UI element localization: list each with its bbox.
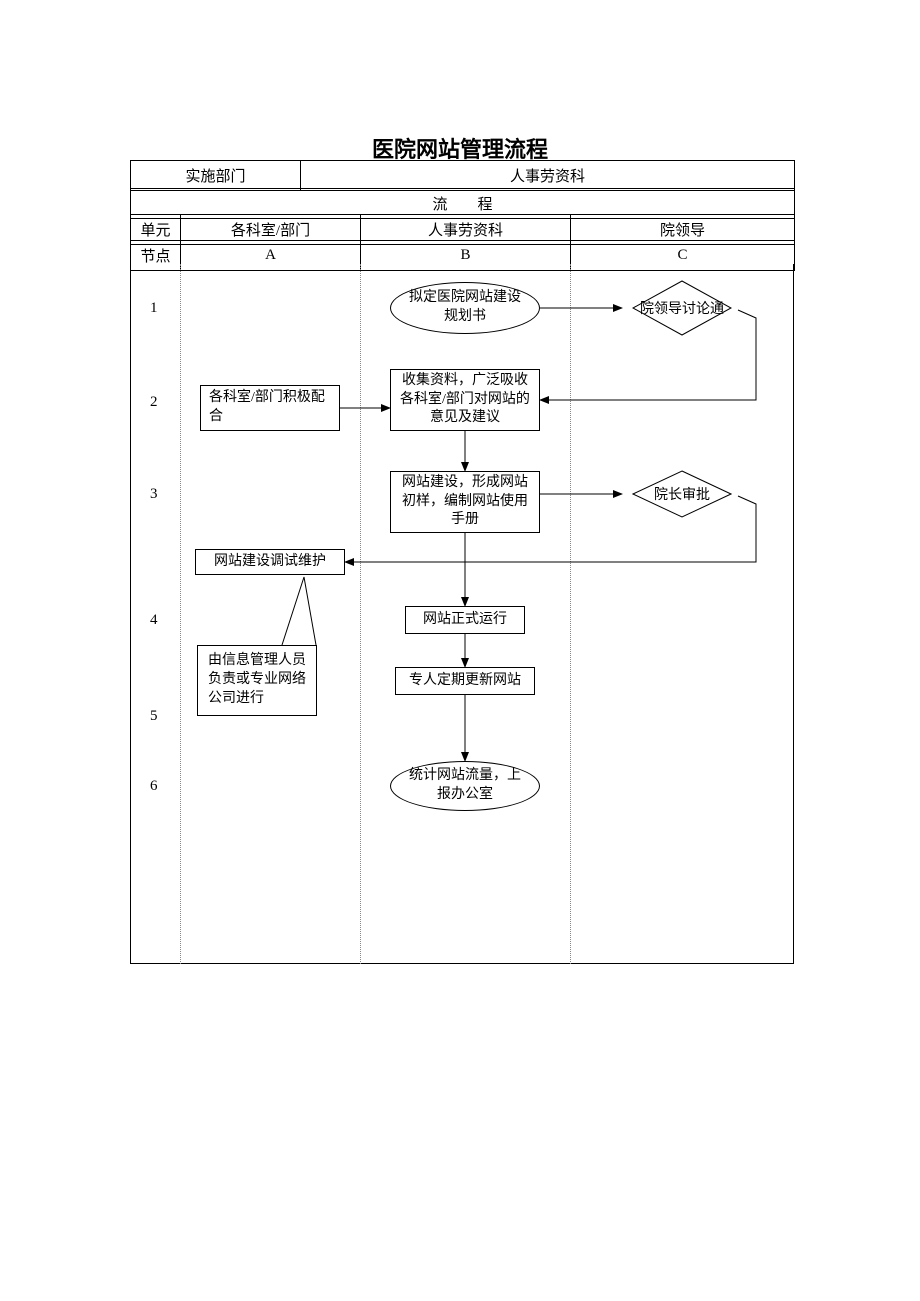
lane-divider-1 bbox=[180, 264, 181, 964]
node-b6: 统计网站流量，上报办公室 bbox=[390, 761, 540, 811]
row-1: 1 bbox=[150, 300, 158, 317]
lane-divider-3 bbox=[570, 264, 571, 964]
node-b2: 收集资料，广泛吸收各科室/部门对网站的意见及建议 bbox=[390, 369, 540, 431]
node-b3: 网站建设，形成网站初样，编制网站使用手册 bbox=[390, 471, 540, 533]
node-b4: 网站正式运行 bbox=[405, 606, 525, 634]
row-6: 6 bbox=[150, 778, 158, 795]
page: 医院网站管理流程 实施部门 人事劳资科 流 程 单元 各科室/部门 人事劳资科 … bbox=[0, 0, 920, 1301]
row-5: 5 bbox=[150, 708, 158, 725]
cell-implement: 实施部门 bbox=[131, 161, 301, 191]
node-b5: 专人定期更新网站 bbox=[395, 667, 535, 695]
header-row-1: 实施部门 人事劳资科 bbox=[130, 160, 795, 191]
row-4: 4 bbox=[150, 612, 158, 629]
node-c3-text: 院长审批 bbox=[632, 470, 732, 518]
node-b1: 拟定医院网站建设规划书 bbox=[390, 282, 540, 334]
node-c3: 院长审批 bbox=[632, 470, 732, 518]
callout-tail bbox=[280, 575, 320, 647]
node-a4-callout: 由信息管理人员负责或专业网络公司进行 bbox=[197, 645, 317, 716]
node-a2: 各科室/部门积极配合 bbox=[200, 385, 340, 431]
cell-hr: 人事劳资科 bbox=[301, 161, 795, 191]
lane-divider-2 bbox=[360, 264, 361, 964]
row-3: 3 bbox=[150, 486, 158, 503]
node-a4-top: 网站建设调试维护 bbox=[195, 549, 345, 575]
node-c1: 院领导讨论通 bbox=[632, 280, 732, 336]
row-2: 2 bbox=[150, 394, 158, 411]
node-c1-text: 院领导讨论通 bbox=[632, 280, 732, 336]
